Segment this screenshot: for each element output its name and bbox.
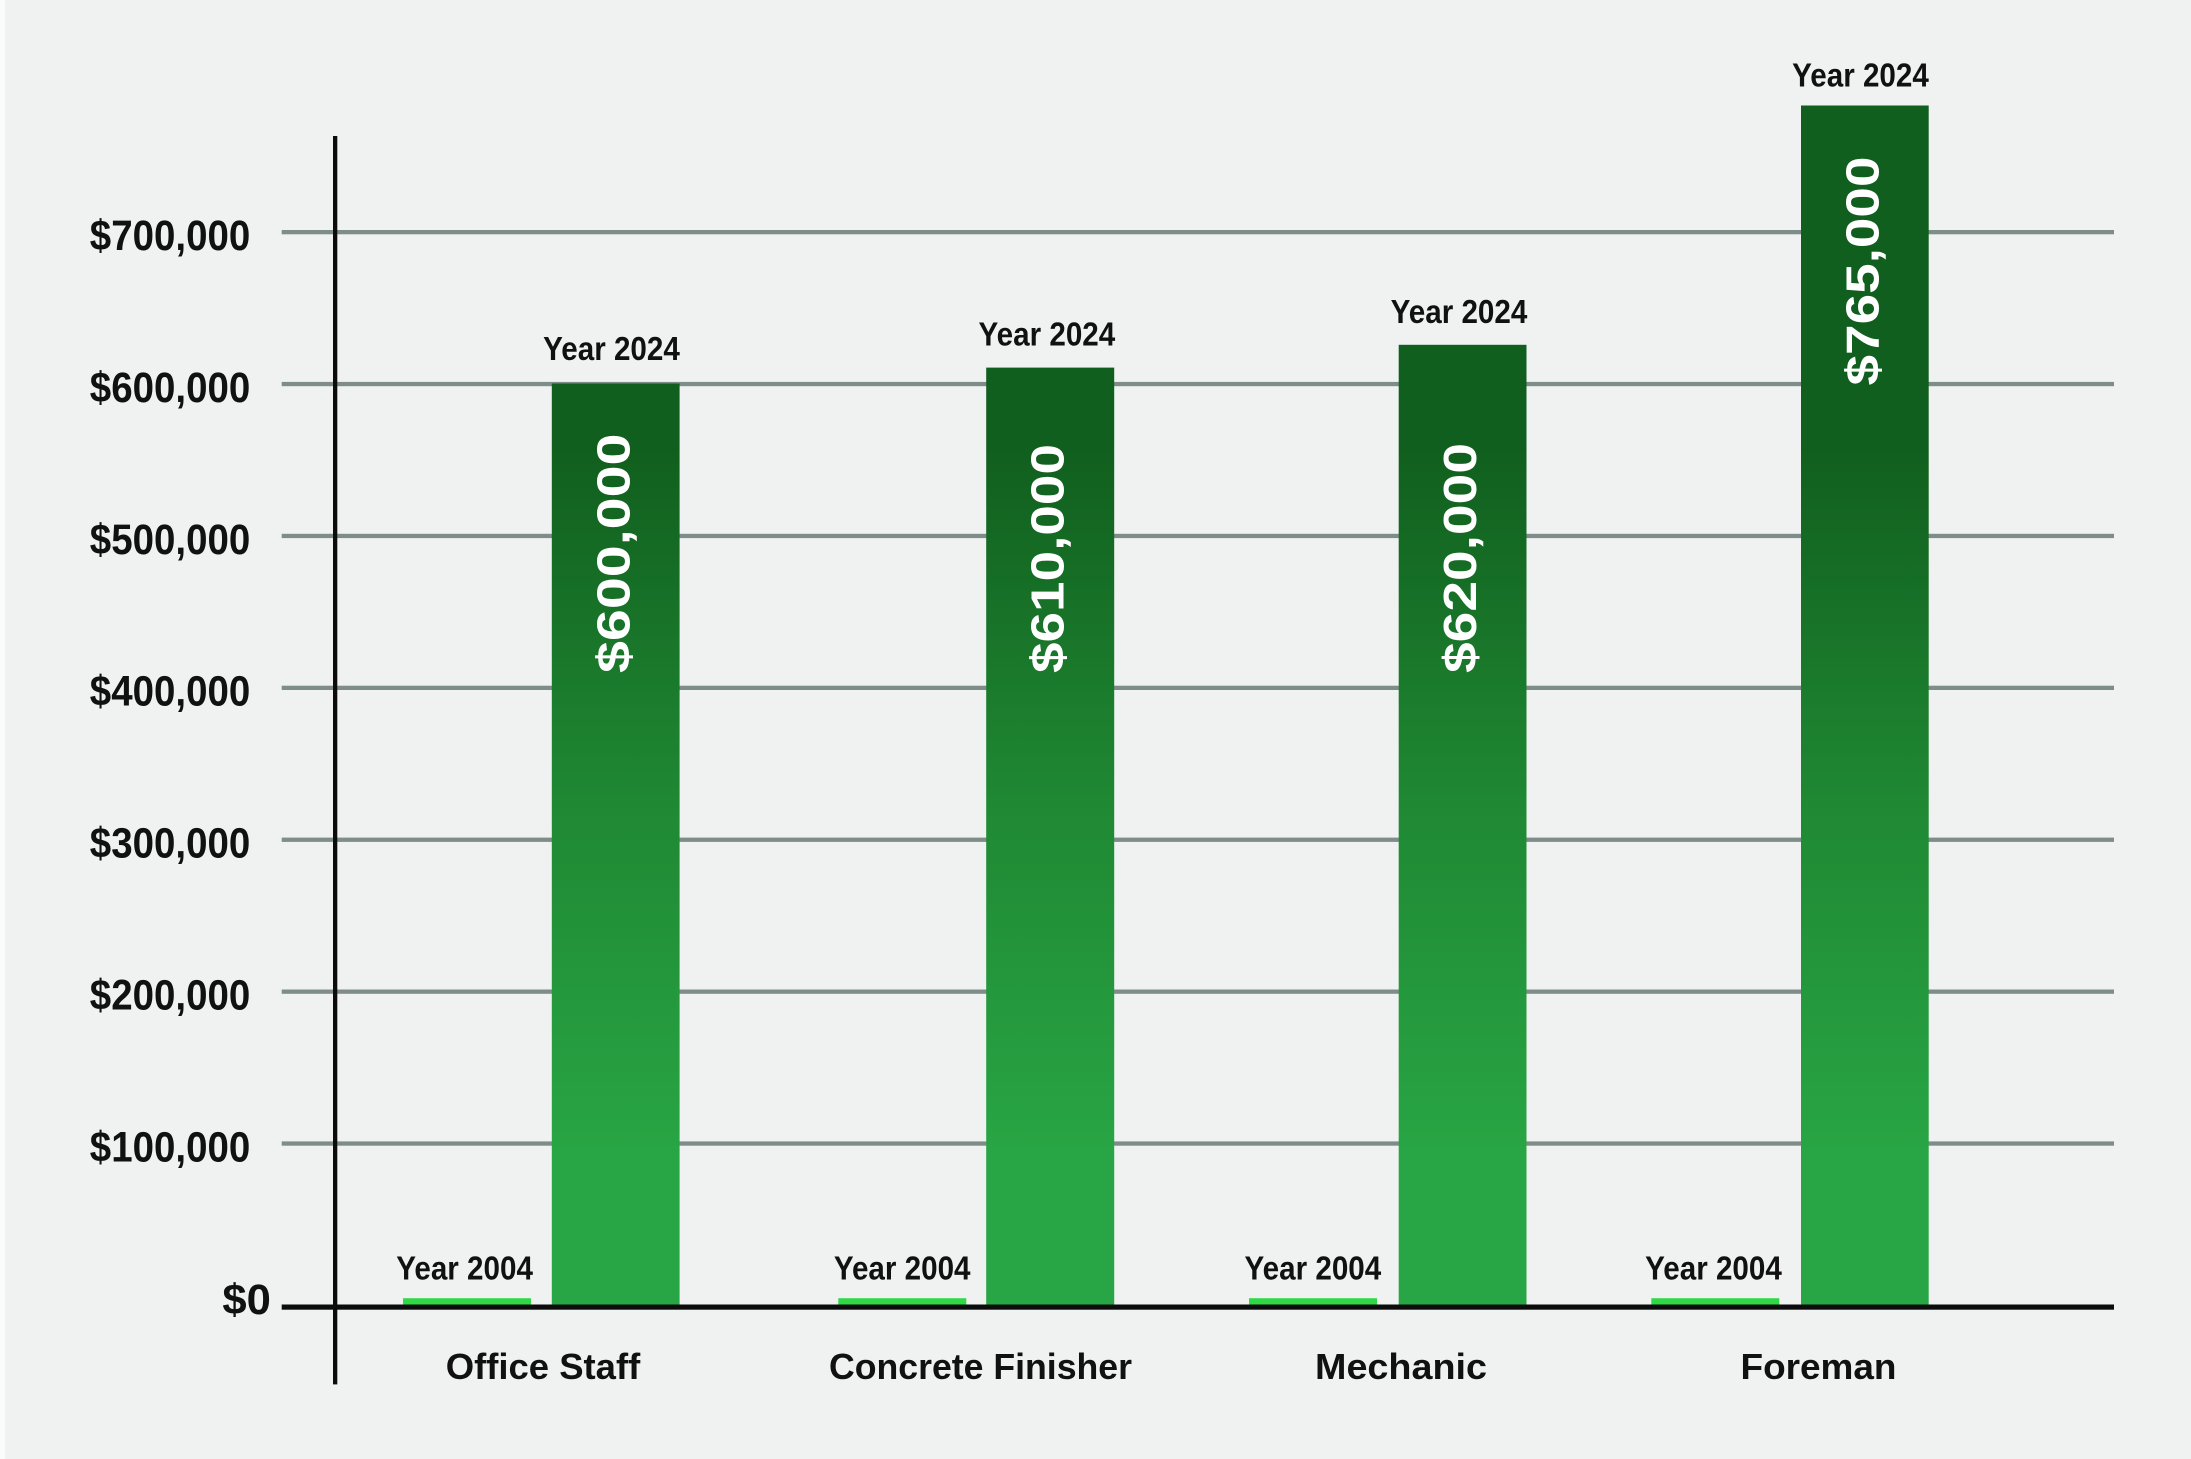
svg-text:Year 2024: Year 2024 [979,317,1116,354]
svg-text:$300,000: $300,000 [90,821,251,868]
svg-text:Year 2004: Year 2004 [1645,1250,1782,1287]
svg-text:$500,000: $500,000 [90,517,251,564]
svg-text:$100,000: $100,000 [90,1124,251,1171]
svg-text:Year 2004: Year 2004 [834,1250,971,1287]
svg-text:$700,000: $700,000 [90,213,251,260]
svg-text:Year 2024: Year 2024 [1391,294,1528,331]
svg-text:$765,000: $765,000 [1836,157,1888,386]
svg-text:$600,000: $600,000 [587,434,639,674]
svg-text:$400,000: $400,000 [90,669,251,716]
svg-text:Year 2004: Year 2004 [1245,1250,1382,1287]
svg-text:Office Staff: Office Staff [446,1347,641,1387]
svg-text:Year 2004: Year 2004 [396,1250,533,1287]
svg-text:Foreman: Foreman [1741,1347,1897,1387]
svg-text:$200,000: $200,000 [90,973,251,1020]
svg-text:Mechanic: Mechanic [1315,1347,1487,1387]
svg-text:Year 2024: Year 2024 [1792,57,1929,94]
svg-text:$600,000: $600,000 [90,365,251,412]
svg-text:$620,000: $620,000 [1434,443,1486,673]
svg-text:$610,000: $610,000 [1022,444,1074,673]
svg-text:Year 2024: Year 2024 [543,331,680,368]
svg-text:Concrete Finisher: Concrete Finisher [829,1347,1132,1387]
svg-text:$0: $0 [222,1277,271,1324]
